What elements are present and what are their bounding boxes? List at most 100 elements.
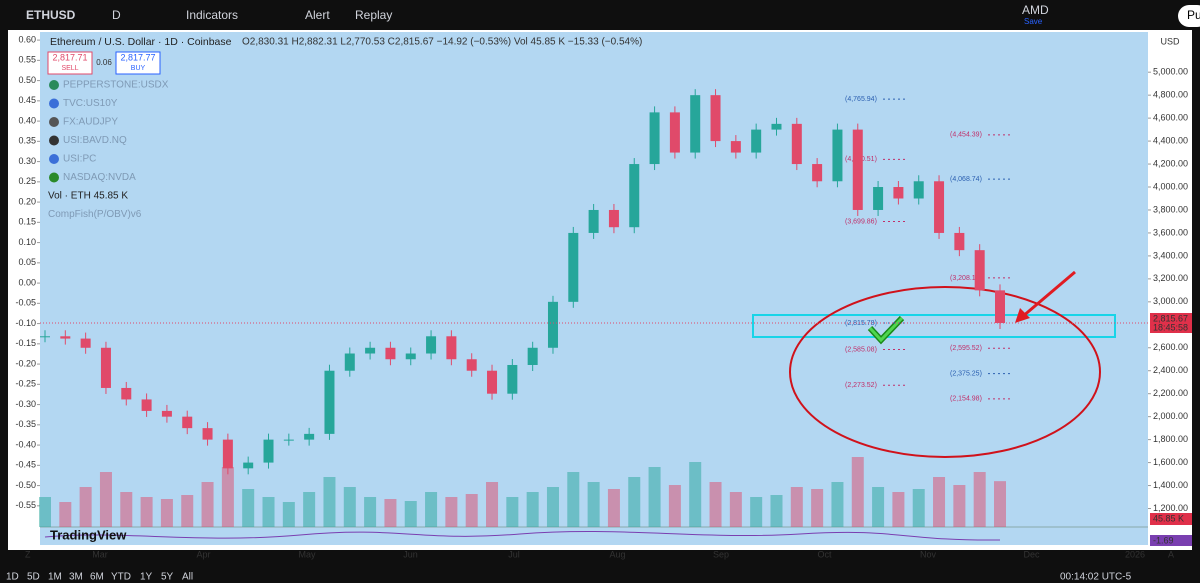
buy-button[interactable] <box>115 51 161 75</box>
highlight-box <box>752 314 1116 338</box>
candle <box>182 416 193 429</box>
timeframe-button[interactable]: 5Y <box>161 572 174 583</box>
timeframe-button[interactable]: 6M <box>90 572 104 583</box>
y-tick-label: 1,600.00 <box>1153 457 1188 467</box>
candle <box>527 347 538 365</box>
x-tick-label: Apr <box>196 549 210 559</box>
y2-tick-label: -0.35 <box>15 419 36 429</box>
y-tick-label: 2,600.00 <box>1153 342 1188 352</box>
study-name: PEPPERSTONE:USDX <box>63 80 169 91</box>
scale-button[interactable]: A <box>1168 549 1174 559</box>
timeframe-button[interactable]: YTD <box>111 572 131 583</box>
candle <box>405 353 416 360</box>
study-icon <box>49 172 59 183</box>
volume-bar <box>506 497 519 527</box>
sell-price: 2,817.71 <box>52 52 87 62</box>
volume-bar <box>465 494 478 527</box>
timeframe-button[interactable]: 1M <box>48 572 62 583</box>
layout-name[interactable]: AMD <box>1022 3 1049 17</box>
publish-label: Pub <box>1187 8 1200 22</box>
volume-bar <box>933 477 946 527</box>
volume-bar <box>242 489 255 527</box>
candle <box>873 187 884 210</box>
volume-bar <box>160 499 173 527</box>
y-tick-label: 4,200.00 <box>1153 158 1188 168</box>
y2-tick-label: 0.60 <box>18 34 36 44</box>
volume-bar <box>120 492 133 527</box>
y-tick-label: 3,800.00 <box>1153 204 1188 214</box>
study-icon <box>49 98 59 109</box>
volume-bar <box>648 467 661 527</box>
x-tick-label: Aug <box>609 549 625 559</box>
bottom-bar <box>0 560 1200 583</box>
candle <box>751 129 762 153</box>
sell-button[interactable] <box>47 51 93 75</box>
y2-tick-label: 0.50 <box>18 75 36 85</box>
currency[interactable]: USD <box>1160 36 1180 46</box>
y-tick-label: 3,000.00 <box>1153 296 1188 306</box>
y2-tick-label: -0.10 <box>15 318 36 328</box>
y-tick-label: 1,400.00 <box>1153 480 1188 490</box>
candle <box>60 336 71 339</box>
candle <box>730 141 741 153</box>
interval[interactable]: D <box>112 8 121 22</box>
study-icon <box>49 80 59 90</box>
y2-tick-label: 0.35 <box>18 136 36 146</box>
candle <box>812 164 823 182</box>
candle <box>283 439 294 441</box>
candle <box>121 387 132 400</box>
alert-button[interactable]: Alert <box>305 8 330 22</box>
candle <box>222 439 233 469</box>
candle <box>80 338 91 348</box>
x-tick-label: Mar <box>92 549 108 559</box>
volume-bar <box>790 487 803 527</box>
candle <box>954 232 965 251</box>
publish-button[interactable] <box>1178 5 1200 27</box>
candle <box>995 290 1005 324</box>
y2-tick-label: -0.30 <box>15 399 36 409</box>
candle <box>852 129 863 210</box>
timeframe-button[interactable]: 1D <box>6 572 19 583</box>
buy-price: 2,817.77 <box>120 52 155 62</box>
y-tick-label: 2,200.00 <box>1153 388 1188 398</box>
scale-button[interactable]: Z <box>25 549 31 559</box>
indicators-button[interactable]: Indicators <box>186 8 238 22</box>
volume-bar <box>587 482 600 527</box>
y2-tick-label: 0.55 <box>18 55 36 65</box>
volume-label-box <box>1150 513 1192 525</box>
volume-bar <box>364 497 377 527</box>
y2-tick-label: -0.15 <box>15 338 36 348</box>
save-button[interactable]: Save <box>1024 17 1043 26</box>
y-tick-label: 2,000.00 <box>1153 411 1188 421</box>
timeframe-button[interactable]: 5D <box>27 572 40 583</box>
volume-bar <box>221 467 234 527</box>
x-tick-label: Sep <box>713 549 729 559</box>
countdown: 18:45:58 <box>1153 322 1188 332</box>
arrow-head <box>1015 308 1030 323</box>
y-tick-label: 1,200.00 <box>1153 503 1188 513</box>
candle <box>324 370 335 434</box>
level-label: (4,765.94) <box>845 96 877 103</box>
study-name: USI:PC <box>63 154 96 165</box>
timeframe-button[interactable]: 1Y <box>140 572 153 583</box>
candle <box>588 209 599 233</box>
volume-bar <box>811 489 824 527</box>
y2-tick-label: 0.40 <box>18 115 36 125</box>
study-name: USI:BAVD.NQ <box>63 135 127 146</box>
replay-button[interactable]: Replay <box>355 8 392 22</box>
indicator-line <box>44 530 1001 541</box>
volume-bar <box>668 485 681 527</box>
study-icon <box>49 135 59 146</box>
y-tick-label: 5,000.00 <box>1153 67 1188 77</box>
symbol[interactable]: ETHUSD <box>26 8 76 22</box>
candle <box>710 95 721 142</box>
timeframe-button[interactable]: All <box>182 572 193 583</box>
study-name: NASDAQ:NVDA <box>63 172 136 183</box>
y-tick-label: 4,400.00 <box>1153 135 1188 145</box>
timeframe-button[interactable]: 3M <box>69 572 83 583</box>
candle <box>385 347 396 360</box>
candle <box>161 410 172 417</box>
candle <box>304 433 315 440</box>
y2-tick-label: -0.50 <box>15 480 36 490</box>
level-label: (2,375.25) <box>950 370 982 377</box>
